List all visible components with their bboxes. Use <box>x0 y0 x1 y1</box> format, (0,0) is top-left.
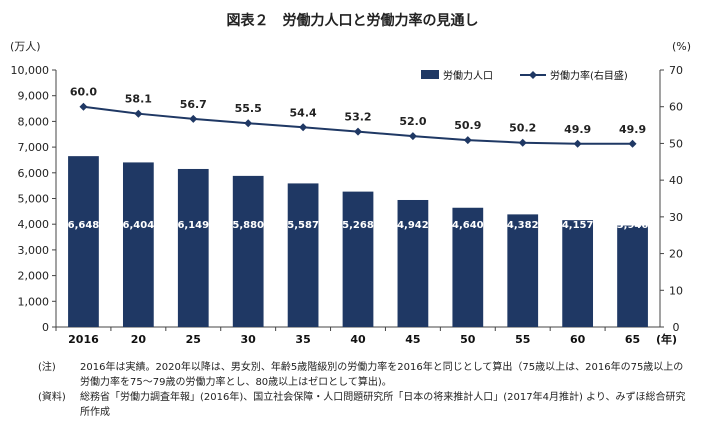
y-right-tick-label: 50 <box>669 137 683 150</box>
x-tick-label: 55 <box>515 333 530 346</box>
y-tick-label: 1,000 <box>18 295 50 308</box>
note-1: (注) 2016年は実績。2020年以降は、男女別、年齢5歳階級別の労働力率を2… <box>38 360 688 390</box>
x-tick-label: 45 <box>405 333 420 346</box>
chart-title: 図表２ 労働力人口と労働力率の見通し <box>226 13 479 29</box>
rate-point-label: 50.2 <box>509 122 536 135</box>
bar-value-label: 5,880 <box>232 220 264 231</box>
rate-point <box>628 139 637 148</box>
bar <box>617 225 648 327</box>
chart: (万人) (%) 0 1,000 2,000 3,000 4,000 5,000 6,000… <box>10 40 691 346</box>
rate-point-label: 49.9 <box>564 123 591 136</box>
note-2-tag: (資料) <box>38 392 66 403</box>
rate-point <box>518 138 527 147</box>
rate-point-label: 49.9 <box>619 123 646 136</box>
x-tick-label: 65 <box>625 333 640 346</box>
y-right-tick-label: 60 <box>669 101 683 114</box>
bar-value-label: 6,404 <box>123 220 155 231</box>
rate-point <box>354 127 362 136</box>
rate-point-label: 50.9 <box>454 119 481 132</box>
rate-point <box>189 114 198 123</box>
bars: 6,648 6,404 6,149 5,880 5,587 5,268 4,942 4,640… <box>68 156 649 327</box>
rate-point <box>79 102 88 111</box>
y-tick-label: 7,000 <box>18 141 50 154</box>
legend-line-label: 労働力率(右目盛) <box>550 69 628 82</box>
x-tick-label: 60 <box>570 333 586 346</box>
bar-value-label: 6,648 <box>68 220 100 231</box>
y-tick-label: 4,000 <box>18 218 50 231</box>
rate-point <box>299 123 308 132</box>
y-right-tick-label: 10 <box>669 284 683 297</box>
bar-value-label: 5,268 <box>342 220 374 231</box>
y-tick-label: 8,000 <box>18 115 50 128</box>
bar <box>452 207 484 327</box>
bar-value-label: 4,157 <box>562 220 594 231</box>
y-tick-label: 3,000 <box>18 244 50 257</box>
y-tick-label: 2,000 <box>18 270 50 283</box>
x-tick-label: 40 <box>350 333 366 346</box>
legend-bar-label: 労働力人口 <box>443 69 493 82</box>
bar <box>177 168 209 327</box>
bar-value-label: 4,942 <box>397 220 429 231</box>
y-tick-label: 6,000 <box>18 167 50 180</box>
x-tick-label: 30 <box>241 333 257 346</box>
x-tick-label: 20 <box>131 333 147 346</box>
bar <box>342 191 374 327</box>
x-axis-unit: (年) <box>656 332 677 346</box>
bar <box>562 220 594 327</box>
bar-value-label: 5,587 <box>287 220 319 231</box>
rate-point <box>573 139 582 148</box>
bar <box>232 175 264 327</box>
rate-point-label: 60.0 <box>70 86 97 99</box>
y-right-tick-label: 30 <box>669 211 683 224</box>
rate-point-label: 55.5 <box>235 102 262 115</box>
rate-point-label: 53.2 <box>344 111 371 124</box>
y-right-tick-label: 40 <box>669 174 683 187</box>
rate-point <box>463 136 472 145</box>
bar-value-label: 6,149 <box>177 220 209 231</box>
y-tick-label: 5,000 <box>18 193 50 206</box>
bar-value-label: 4,640 <box>452 220 484 231</box>
rate-point-label: 54.4 <box>290 106 317 119</box>
y-tick-label: 0 <box>42 321 49 334</box>
bar-value-label: 3,946 <box>617 220 649 231</box>
legend: 労働力人口 労働力率(右目盛) <box>421 69 628 82</box>
rate-point-label: 56.7 <box>180 98 207 111</box>
bar <box>397 199 429 327</box>
rate-line: 60.0 58.1 56.7 55.5 54.4 53.2 52.0 50.9 50.2 49.9… <box>70 86 646 148</box>
y-right-tick-label: 0 <box>673 321 680 334</box>
x-tick-label: 2016 <box>68 333 99 346</box>
bar <box>122 162 154 327</box>
axes: 0 1,000 2,000 3,000 4,000 5,000 6,000 7,000 8,00… <box>11 64 684 346</box>
legend-line-marker <box>529 71 537 79</box>
y-axis-label: (万人) <box>10 40 41 53</box>
y-axis-right-label: (%) <box>672 40 691 53</box>
rate-point <box>244 119 253 128</box>
y-tick-label: 10,000 <box>11 64 50 77</box>
bar-value-label: 4,382 <box>507 220 539 231</box>
note-1-text: 2016年は実績。2020年以降は、男女別、年齢5歳階級別の労働力率を2016年… <box>80 362 684 388</box>
x-tick-label: 25 <box>186 333 201 346</box>
note-2-text: 総務省「労働力調査年報」(2016年)、国立社会保障・人口問題研究所「日本の将来… <box>80 392 686 418</box>
notes: (注) 2016年は実績。2020年以降は、男女別、年齢5歳階級別の労働力率を2… <box>38 360 688 420</box>
x-tick-label: 50 <box>460 333 476 346</box>
note-1-tag: (注) <box>38 362 56 373</box>
bar <box>287 183 319 327</box>
rate-point <box>408 132 417 141</box>
rate-point-label: 58.1 <box>125 93 152 106</box>
rate-point <box>134 109 143 118</box>
x-tick-label: 35 <box>295 333 310 346</box>
y-right-tick-label: 70 <box>669 64 683 77</box>
bar <box>507 214 539 327</box>
bar <box>68 156 99 327</box>
rate-point-label: 52.0 <box>399 115 426 128</box>
note-2: (資料) 総務省「労働力調査年報」(2016年)、国立社会保障・人口問題研究所「… <box>38 390 688 420</box>
legend-bar-swatch <box>421 70 439 79</box>
y-tick-label: 9,000 <box>18 90 50 103</box>
y-right-tick-label: 20 <box>669 248 683 261</box>
